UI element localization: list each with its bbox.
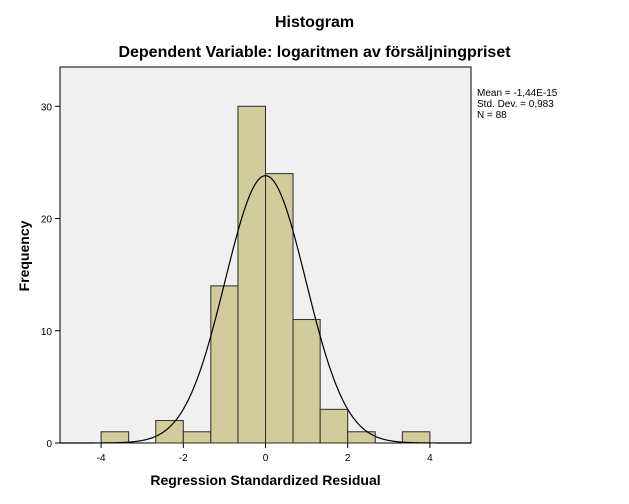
bars-layer [100,105,431,444]
y-tick-label: 20 [41,215,53,226]
stats-std-dev: Std. Dev. = 0,983 [477,99,554,110]
x-tick-label: 2 [345,453,351,464]
x-tick-label: 0 [263,453,269,464]
chart-subtitle: Dependent Variable: logaritmen av försäl… [118,44,511,61]
y-tick-label: 10 [41,327,53,338]
histogram-bar [237,105,266,444]
y-tick-label: 30 [41,102,53,113]
stats-n: N = 88 [477,110,507,121]
chart-title: Histogram [274,14,355,31]
stats-mean: Mean = -1,44E-15 [477,88,558,99]
histogram-bar [401,431,431,444]
histogram-bar [265,173,294,444]
stats-legend: Mean = -1,44E-15 Std. Dev. = 0,983 N = 8… [477,88,557,121]
histogram-bar [319,408,349,444]
histogram-bar [100,431,130,444]
y-axis-label: Frequency [16,220,32,292]
x-axis-label: Regression Standardized Residual [150,472,381,488]
x-tick-label: 4 [427,453,433,464]
histogram-bar [155,420,184,444]
histogram-bar [292,319,321,444]
x-tick-label: -2 [179,453,188,464]
histogram-bar [182,431,212,444]
y-tick-label: 0 [46,439,52,450]
normal-curve [60,175,471,444]
histogram-bar [210,285,239,444]
x-tick-label: -4 [97,453,106,464]
axes-layer: -4 -2 0 2 4 0 10 20 30 [41,102,433,464]
histogram-bar [347,431,376,444]
